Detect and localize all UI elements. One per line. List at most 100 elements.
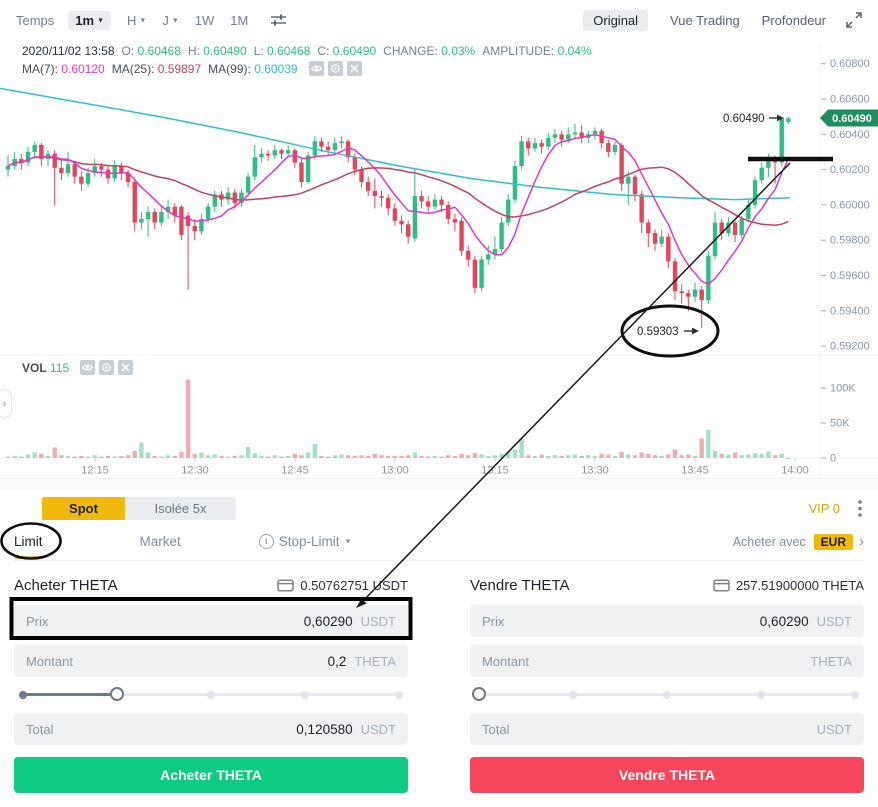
buy-price-input[interactable]: Prix 0,60290 USDT	[14, 605, 408, 637]
candle-body	[432, 199, 438, 207]
tab-market[interactable]: Market	[139, 534, 181, 549]
interval-hour[interactable]: H ▼	[127, 12, 147, 28]
sell-available-balance[interactable]: 257.51900000 THETA	[713, 578, 864, 593]
volume-bar	[265, 456, 271, 458]
price-tick-label: 0.60800	[830, 58, 870, 70]
chevron-down-icon: ▼	[97, 17, 105, 24]
arrow-right-icon	[692, 327, 699, 335]
candle-body	[592, 130, 598, 135]
volume-bar	[105, 455, 111, 458]
close-icon[interactable]	[346, 61, 362, 76]
candle-body	[566, 134, 571, 140]
volume-bar	[52, 447, 57, 458]
candle-body	[399, 220, 404, 225]
volume-bar	[699, 438, 704, 458]
buy-button[interactable]: Acheter THETA	[14, 757, 408, 793]
volume-bar	[159, 456, 164, 458]
fullscreen-icon[interactable]	[846, 12, 862, 28]
candle-body	[759, 167, 764, 181]
slider-handle[interactable]	[472, 687, 486, 701]
candle-body	[779, 118, 784, 163]
buy-amount-input[interactable]: Montant 0,2 THETA	[14, 645, 408, 677]
view-original[interactable]: Original	[583, 9, 649, 31]
volume-bar	[599, 453, 604, 458]
candle-body	[579, 132, 584, 138]
candle-body	[92, 166, 97, 174]
sell-button[interactable]: Vendre THETA	[470, 757, 864, 793]
view-depth[interactable]: Profondeur	[761, 12, 826, 28]
panel-collapse-chevron-icon[interactable]: ›	[0, 389, 12, 418]
candle-body	[712, 222, 718, 257]
volume-bar	[639, 452, 644, 458]
eye-icon[interactable]	[308, 61, 324, 76]
volume-bar	[606, 454, 611, 458]
volume-bar	[726, 454, 731, 458]
time-tick-label: 12:15	[81, 465, 109, 477]
close-icon[interactable]	[118, 360, 134, 375]
candle-body	[105, 169, 111, 179]
volume-bar	[65, 455, 71, 458]
volume-bar	[619, 451, 624, 458]
candle-body	[352, 157, 358, 170]
sell-form: Vendre THETA 257.51900000 THETA Prix 0,6…	[470, 575, 864, 793]
volume-bar	[32, 452, 37, 458]
candle-body	[599, 130, 604, 144]
order-type-tabs: Limit Market i Stop-Limit ▼ Acheter avec…	[14, 533, 864, 561]
interval-1m[interactable]: 1m ▼	[68, 10, 112, 30]
candle-body	[279, 150, 284, 154]
candle-body	[332, 143, 338, 151]
eye-icon[interactable]	[80, 360, 96, 375]
volume-bar	[752, 453, 758, 458]
interval-1m-month[interactable]: 1M	[230, 12, 249, 28]
sell-total-input[interactable]: Total USDT	[470, 713, 864, 745]
candle-body	[52, 153, 57, 168]
volume-bar	[552, 455, 558, 458]
volume-bar	[392, 455, 398, 458]
volume-bar	[692, 455, 698, 458]
time-label: Temps	[16, 12, 55, 28]
target-icon[interactable]	[99, 360, 115, 375]
volume-bar	[539, 454, 544, 458]
sell-amount-slider[interactable]	[472, 687, 859, 701]
tab-limit[interactable]: Limit	[14, 534, 43, 559]
candle-body	[626, 176, 631, 184]
candle-body	[572, 132, 578, 135]
tab-spot[interactable]: Spot	[42, 497, 125, 520]
target-icon[interactable]	[327, 61, 343, 76]
low-value: 0.60468	[267, 44, 311, 58]
candle-body	[319, 141, 324, 147]
buy-amount-slider[interactable]	[19, 687, 403, 701]
interval-1w[interactable]: 1W	[194, 12, 215, 28]
view-trading[interactable]: Vue Trading	[670, 12, 740, 28]
volume-bar	[139, 442, 144, 458]
candle-body	[212, 194, 217, 207]
candle-body	[606, 143, 611, 152]
volume-bar	[179, 451, 184, 458]
volume-bar	[632, 455, 638, 458]
chevron-down-icon: ▼	[344, 538, 352, 546]
candle-body	[339, 141, 344, 144]
tab-margin-isolated[interactable]: Isolée 5x	[125, 497, 236, 520]
buy-total-input[interactable]: Total 0,120580 USDT	[14, 713, 408, 745]
volume-tick-label: 100K	[830, 383, 856, 395]
buy-with-fiat-link[interactable]: Acheter avec EUR ›	[732, 533, 864, 550]
candle-body	[546, 137, 551, 147]
volume-bar	[759, 453, 764, 458]
candle-body	[426, 201, 431, 207]
sell-amount-input[interactable]: Montant THETA	[470, 645, 864, 677]
sell-price-input[interactable]: Prix 0,60290 USDT	[470, 605, 864, 637]
volume-bar	[332, 455, 338, 458]
buy-available-balance[interactable]: 0.50762751 USDT	[277, 578, 408, 593]
price-tick-label: 0.59800	[830, 235, 870, 247]
interval-day[interactable]: J ▼	[162, 12, 179, 28]
candle-body	[452, 219, 458, 223]
vip-level-link[interactable]: VIP 0	[808, 501, 840, 516]
volume-bar	[345, 455, 351, 458]
tab-stop-limit[interactable]: i Stop-Limit ▼	[258, 534, 352, 549]
indicator-settings-icon[interactable]	[270, 12, 287, 28]
volume-bar	[519, 439, 524, 458]
candle-body	[692, 289, 698, 297]
candle-body	[5, 166, 11, 170]
more-menu-icon[interactable]	[858, 500, 862, 517]
slider-handle[interactable]	[110, 687, 124, 701]
